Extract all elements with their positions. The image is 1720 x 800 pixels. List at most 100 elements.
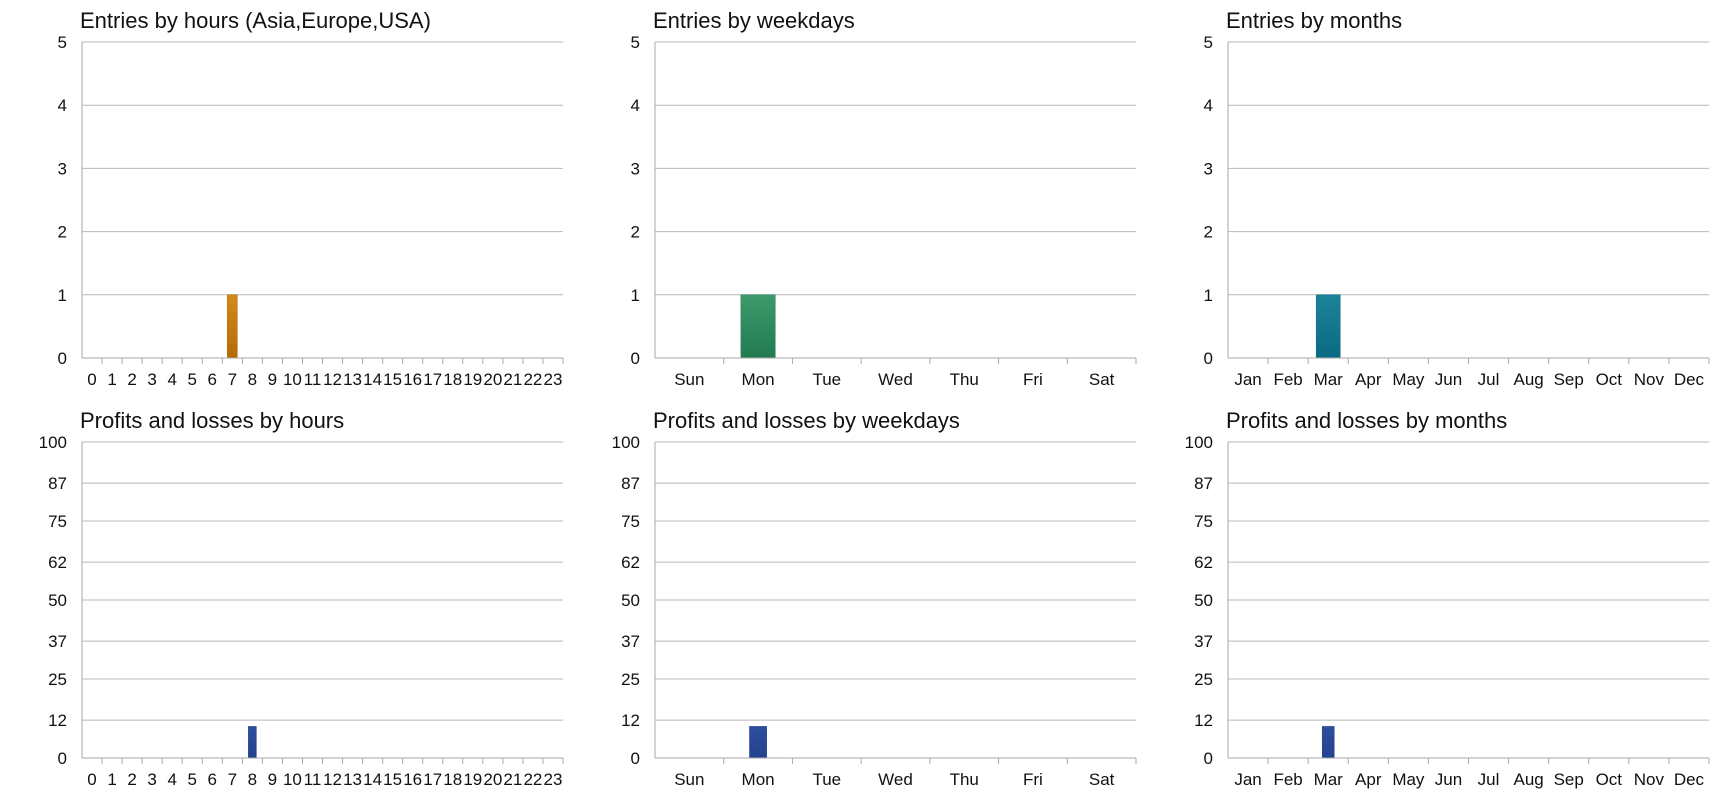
x-tick-label: Feb <box>1273 770 1302 789</box>
x-tick-label: 20 <box>483 770 502 789</box>
y-tick-label: 50 <box>1194 591 1213 610</box>
x-tick-label: 7 <box>228 770 237 789</box>
y-tick-label: 1 <box>1204 286 1213 305</box>
x-tick-label: 10 <box>283 770 302 789</box>
x-tick-label: 2 <box>127 370 136 389</box>
y-tick-label: 0 <box>58 349 67 368</box>
x-tick-label: 0 <box>87 370 96 389</box>
x-tick-label: Apr <box>1355 770 1382 789</box>
chart-plot: 0 12 25 37 50 62 75 87 100 Jan Feb Mar Apr May Jun Jul A… <box>1185 433 1710 789</box>
chart-profits-losses-by-weekdays: Profits and losses by weekdays 0 12 25 37 50… <box>573 400 1146 800</box>
x-tick-label: 19 <box>463 370 482 389</box>
x-tick-label: 4 <box>167 770 176 789</box>
chart-title: Profits and losses by months <box>1226 408 1508 433</box>
x-tick-label: 8 <box>248 370 257 389</box>
chart-title: Entries by weekdays <box>653 8 855 33</box>
y-tick-label: 25 <box>1194 670 1213 689</box>
x-tick-label: 16 <box>403 370 422 389</box>
x-tick-label: Sep <box>1554 770 1584 789</box>
x-tick-label: 9 <box>268 370 277 389</box>
x-tick-label: 14 <box>363 770 382 789</box>
chart-title: Entries by hours (Asia,Europe,USA) <box>80 8 431 33</box>
x-tick-label: 8 <box>248 770 257 789</box>
y-tick-label: 0 <box>631 749 640 768</box>
x-tick-label: Jan <box>1234 370 1261 389</box>
x-tick-label: 23 <box>544 370 563 389</box>
y-tick-label: 37 <box>48 632 67 651</box>
y-tick-label: 75 <box>621 512 640 531</box>
y-tick-label: 50 <box>621 591 640 610</box>
x-tick-label: 0 <box>87 770 96 789</box>
x-tick-label: 1 <box>107 370 116 389</box>
chart-plot: 0 12 25 37 50 62 75 87 100 Sun Mon Tue Wed Thu Fri Sat <box>612 433 1137 789</box>
y-tick-label: 62 <box>1194 553 1213 572</box>
y-tick-label: 4 <box>631 96 640 115</box>
y-tick-label: 3 <box>631 159 640 178</box>
x-tick-label: Sat <box>1089 770 1115 789</box>
x-tick-label: Jul <box>1478 770 1500 789</box>
chart-title: Profits and losses by weekdays <box>653 408 960 433</box>
x-tick-label: Jun <box>1435 370 1462 389</box>
x-tick-label: 17 <box>423 770 442 789</box>
chart-profits-losses-by-hours: Profits and losses by hours 0 12 25 37 50 62 7… <box>0 400 573 800</box>
bar-Mar <box>1315 294 1341 359</box>
x-tick-label: 6 <box>208 770 217 789</box>
chart-entries-by-months: Entries by months 0 1 2 3 4 5 Jan Feb Mar Apr May J… <box>1146 0 1719 400</box>
y-tick-label: 3 <box>58 159 67 178</box>
y-tick-label: 100 <box>1185 433 1213 452</box>
x-tick-label: 4 <box>167 370 176 389</box>
x-tick-label: Apr <box>1355 370 1382 389</box>
x-tick-label: 17 <box>423 370 442 389</box>
x-tick-label: 20 <box>483 370 502 389</box>
x-tick-label: 23 <box>544 770 563 789</box>
y-tick-label: 62 <box>621 553 640 572</box>
x-tick-label: Nov <box>1634 770 1665 789</box>
x-tick-label: Mar <box>1314 770 1344 789</box>
y-tick-label: 12 <box>621 711 640 730</box>
y-tick-label: 87 <box>48 474 67 493</box>
y-tick-label: 50 <box>48 591 67 610</box>
x-tick-label: Wed <box>878 770 913 789</box>
x-tick-label: 15 <box>383 770 402 789</box>
y-tick-label: 75 <box>1194 512 1213 531</box>
bar-Mon <box>740 294 776 359</box>
chart-entries-by-weekdays: Entries by weekdays 0 1 2 3 4 5 Sun Mon Tue Wed Th… <box>573 0 1146 400</box>
y-tick-label: 62 <box>48 553 67 572</box>
x-tick-label: Oct <box>1596 370 1623 389</box>
y-tick-label: 37 <box>1194 632 1213 651</box>
x-tick-label: Aug <box>1514 770 1544 789</box>
x-tick-label: Sun <box>674 370 704 389</box>
x-tick-label: Sun <box>674 770 704 789</box>
y-tick-label: 0 <box>58 749 67 768</box>
y-tick-label: 5 <box>1204 33 1213 52</box>
x-tick-label: Tue <box>812 770 841 789</box>
x-tick-label: 7 <box>228 370 237 389</box>
x-tick-label: May <box>1392 370 1425 389</box>
x-tick-label: Mar <box>1314 370 1344 389</box>
bar-8 <box>248 726 257 759</box>
y-tick-label: 75 <box>48 512 67 531</box>
x-tick-label: Jun <box>1435 770 1462 789</box>
y-tick-label: 0 <box>1204 349 1213 368</box>
x-tick-label: 12 <box>323 370 342 389</box>
x-tick-label: 3 <box>147 370 156 389</box>
y-tick-label: 100 <box>39 433 67 452</box>
x-tick-label: Thu <box>950 770 979 789</box>
y-tick-label: 2 <box>58 223 67 242</box>
x-tick-label: May <box>1392 770 1425 789</box>
y-tick-label: 100 <box>612 433 640 452</box>
y-tick-label: 3 <box>1204 159 1213 178</box>
x-tick-label: 6 <box>208 370 217 389</box>
x-tick-label: 21 <box>503 770 522 789</box>
y-tick-label: 25 <box>621 670 640 689</box>
y-tick-label: 5 <box>58 33 67 52</box>
x-tick-label: 18 <box>443 370 462 389</box>
x-tick-label: Fri <box>1023 370 1043 389</box>
x-tick-label: Dec <box>1674 370 1705 389</box>
x-tick-label: 9 <box>268 770 277 789</box>
y-tick-label: 87 <box>1194 474 1213 493</box>
